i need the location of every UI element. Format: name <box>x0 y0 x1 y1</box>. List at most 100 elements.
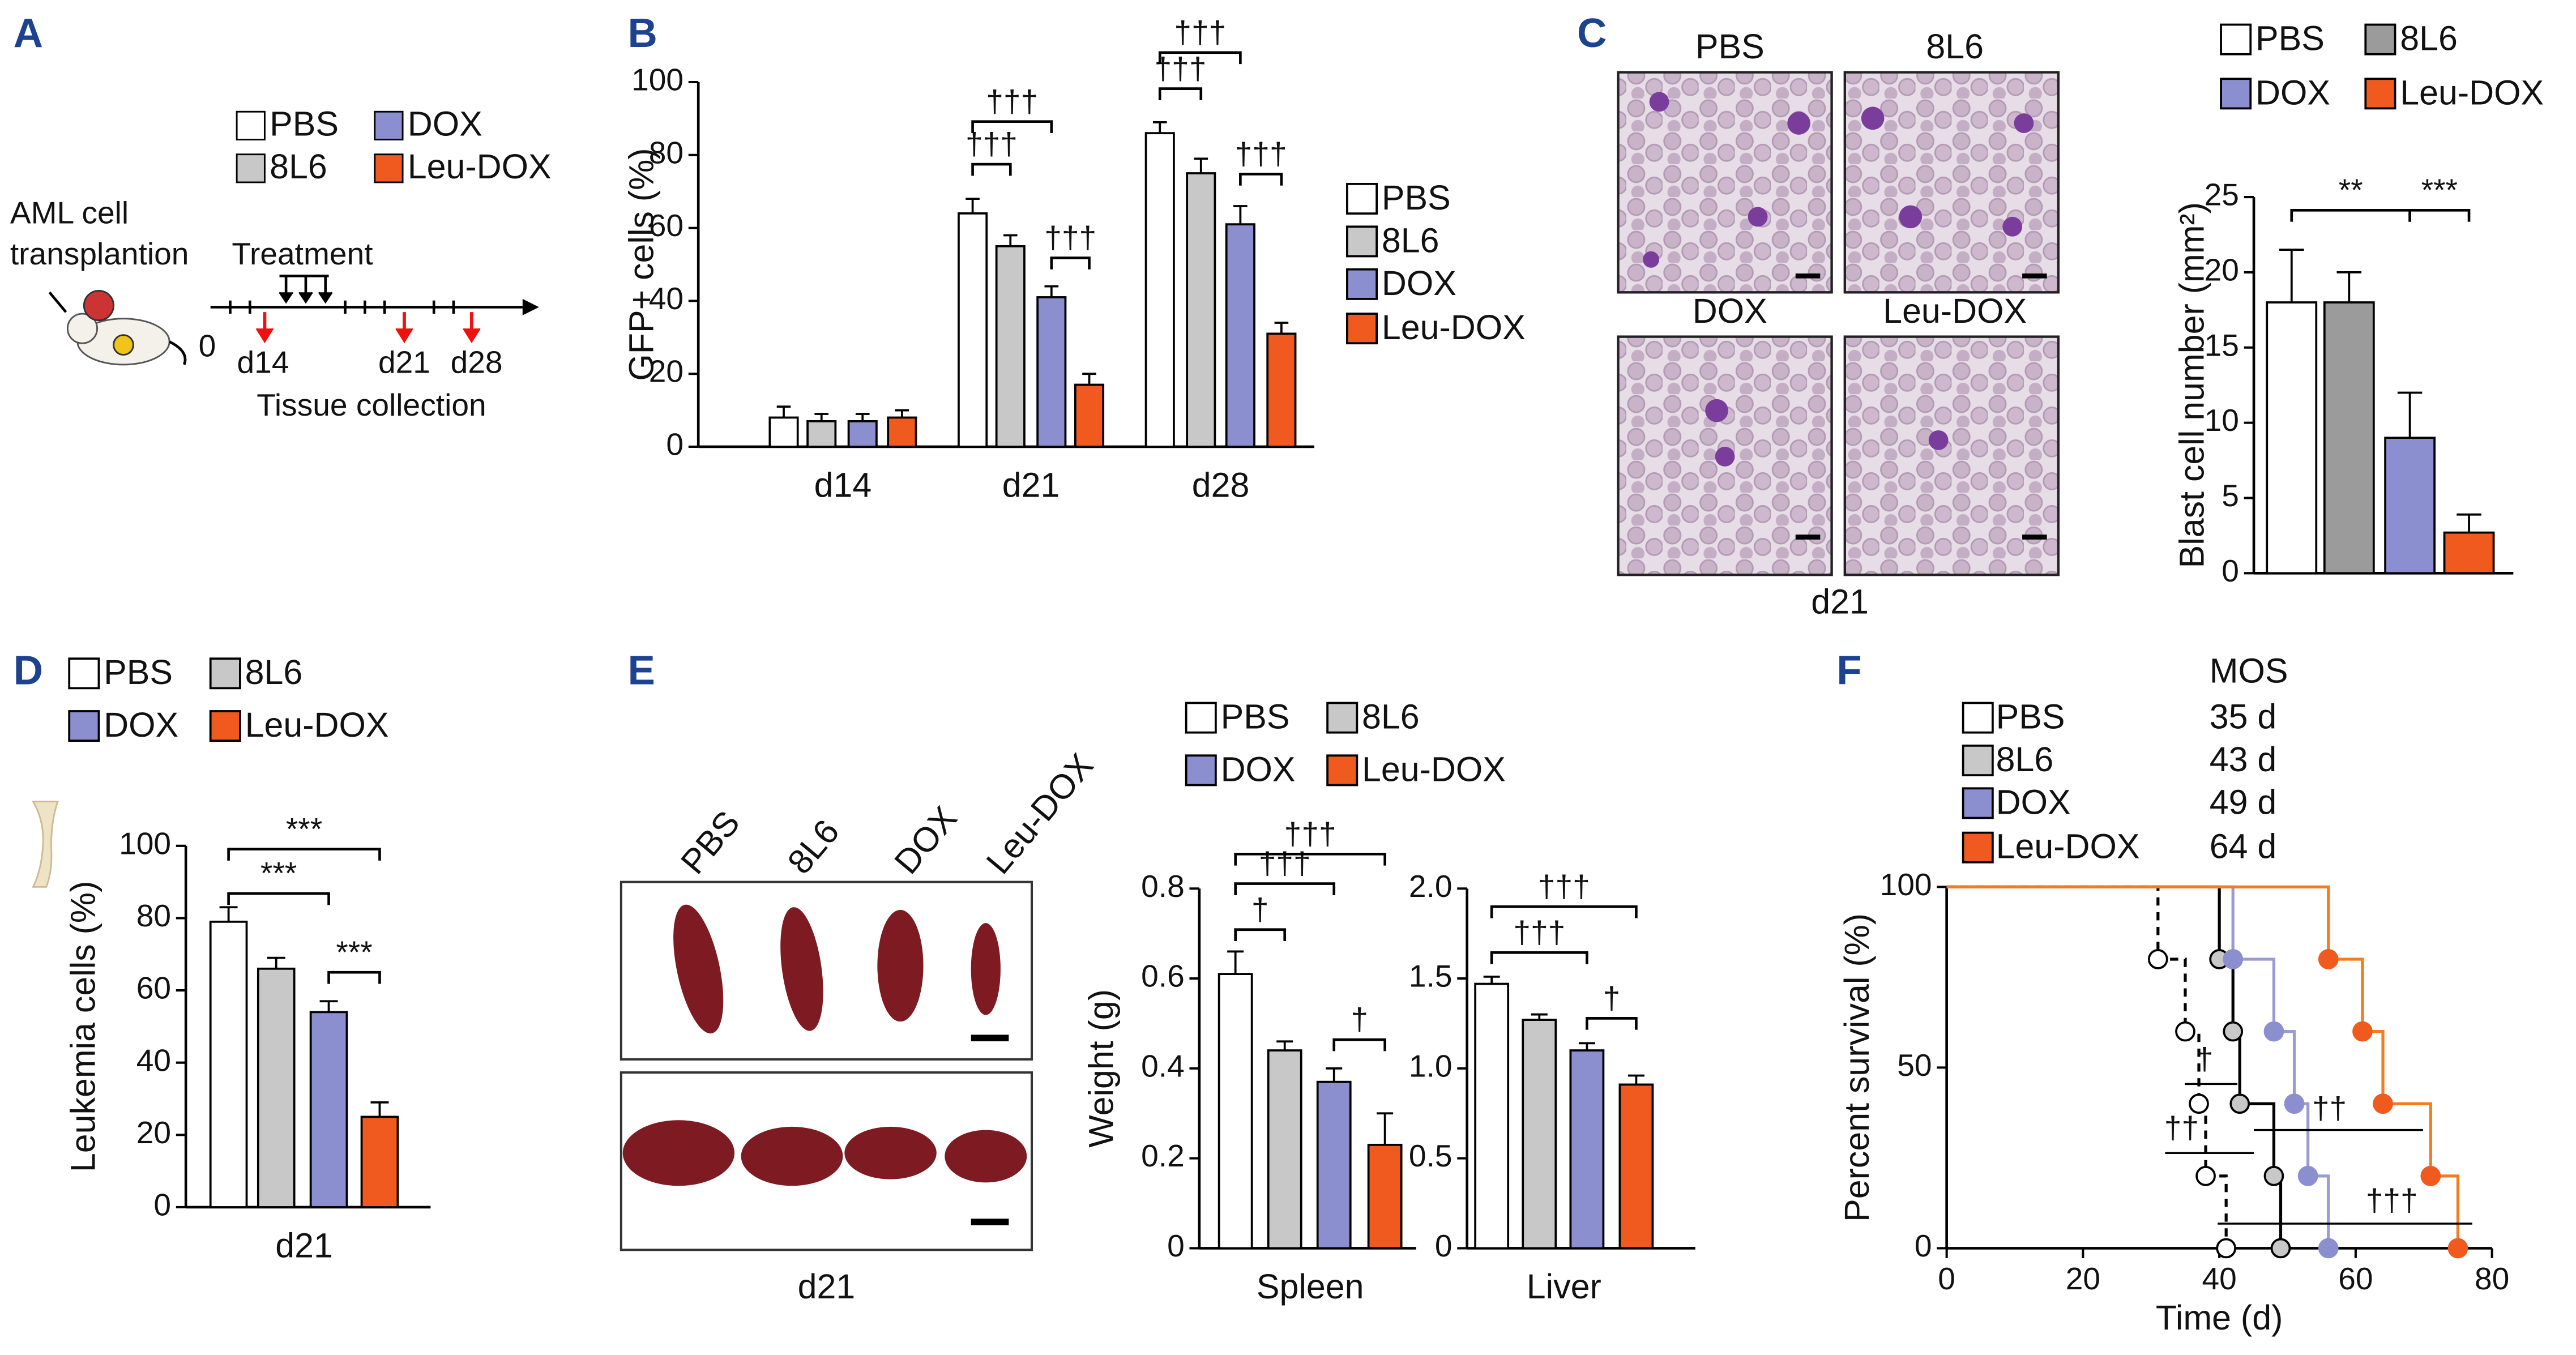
error-bar <box>2397 391 2423 438</box>
legend-swatch <box>1962 702 1994 734</box>
bone-icon <box>31 801 59 888</box>
y-tick-label: 0 <box>2222 553 2239 588</box>
bar <box>1522 1019 1557 1250</box>
bar <box>995 245 1026 448</box>
legend-swatch <box>1962 787 1994 819</box>
error-bar <box>1578 1042 1595 1051</box>
significance-label: ††† <box>1538 869 1590 904</box>
legend-label: Leu-DOX <box>2400 73 2544 112</box>
timeline-label: d21 <box>378 344 430 379</box>
legend-label: DOX <box>2255 73 2330 112</box>
legend-label: Leu-DOX <box>1362 750 1506 788</box>
bar <box>209 920 248 1208</box>
mos-label: 43 d <box>2210 740 2277 779</box>
x-tick-label: 20 <box>2066 1261 2100 1296</box>
image-label: 8L6 <box>1926 27 1984 66</box>
significance-label: ††† <box>1235 136 1287 171</box>
error-bar <box>1003 234 1018 246</box>
bar <box>1316 1080 1352 1250</box>
significance-label: *** <box>336 934 372 969</box>
error-bar <box>2336 271 2362 303</box>
significance-bracket <box>1050 257 1091 270</box>
error-bar <box>1531 1013 1548 1020</box>
y-tick-label: 100 <box>631 62 683 97</box>
legend-swatch <box>209 657 241 690</box>
legend-swatch <box>2220 78 2252 110</box>
y-tick-label: 15 <box>2205 327 2239 362</box>
significance-bracket <box>227 848 381 861</box>
legend-swatch <box>236 153 266 183</box>
significance-label: ††† <box>1513 914 1565 950</box>
significance-label: ††† <box>1259 845 1311 880</box>
significance-bracket <box>1490 905 1638 918</box>
x-tick-label: 80 <box>2475 1261 2509 1296</box>
y-tick-label: 60 <box>649 208 683 243</box>
significance-bracket <box>971 120 1053 133</box>
mos-label: 64 d <box>2210 827 2277 866</box>
panel-label: E <box>627 647 655 693</box>
bar <box>1367 1143 1403 1250</box>
bar <box>1186 172 1216 448</box>
survival-point <box>2352 1021 2373 1042</box>
image-label: Leu-DOX <box>1883 292 2027 330</box>
x-axis-label: Time (d) <box>2156 1298 2283 1337</box>
y-tick-label: 5 <box>2222 478 2239 513</box>
significance-label: † <box>1251 891 1269 926</box>
error-bar <box>776 405 791 418</box>
y-tick-label: 20 <box>649 354 683 389</box>
legend-label: 8L6 <box>270 147 327 186</box>
legend-swatch <box>1326 702 1359 734</box>
bar <box>1474 982 1510 1250</box>
y-tick-label: 1.5 <box>1409 959 1453 994</box>
error-bar <box>895 409 909 418</box>
significance-label: † <box>2196 1041 2214 1076</box>
x-tick-label: Spleen <box>1257 1267 1364 1306</box>
mos-label: 49 d <box>2210 783 2277 821</box>
survival-point <box>2284 1093 2305 1114</box>
survival-point <box>2420 1165 2441 1186</box>
y-axis-label: Percent survival (%) <box>1838 913 1876 1222</box>
legend-swatch <box>209 710 241 742</box>
y-tick-label: 2.0 <box>1409 869 1453 904</box>
schematic-text: Tissue collection <box>257 387 486 422</box>
legend-swatch <box>1346 268 1378 300</box>
legend-swatch <box>1185 754 1217 787</box>
schematic-text: transplantion <box>10 236 189 271</box>
x-tick-label: Liver <box>1527 1267 1601 1306</box>
legend-swatch <box>1346 182 1378 215</box>
bar <box>847 420 878 448</box>
x-tick-label: d14 <box>814 466 872 505</box>
legend-label: DOX <box>1996 783 2071 821</box>
error-bar <box>1483 975 1500 984</box>
significance-label: *** <box>2421 172 2458 207</box>
panel-label: F <box>1836 647 1861 693</box>
mouse-icon <box>48 289 187 366</box>
x-tick-label: d28 <box>1192 466 1250 505</box>
image-label: DOX <box>887 799 964 881</box>
legend-swatch <box>1346 225 1378 258</box>
significance-bracket <box>1158 87 1203 100</box>
y-tick-label: 40 <box>136 1042 171 1078</box>
y-tick-label: 80 <box>136 898 171 933</box>
y-tick-label: 50 <box>1897 1048 1932 1083</box>
significance-label: *** <box>260 856 297 891</box>
significance-bracket <box>1234 882 1336 895</box>
image-label: PBS <box>673 803 747 881</box>
significance-label: ††† <box>1174 14 1226 49</box>
survival-point <box>2263 1021 2284 1042</box>
bar <box>1267 1049 1302 1250</box>
organ-photos: PBS 8L6 DOX Leu-DOX d21 <box>620 746 1101 1306</box>
significance-label: ** <box>2339 172 2363 207</box>
y-axis-label: Blast cell number (mm²) <box>2173 202 2211 568</box>
y-tick-label: 100 <box>119 826 171 861</box>
y-tick-label: 80 <box>649 135 683 170</box>
significance-bracket <box>227 892 330 905</box>
survival-point <box>2189 1093 2209 1114</box>
image-label: Leu-DOX <box>979 746 1100 881</box>
y-tick-label: 0.6 <box>1141 959 1185 994</box>
survival-point <box>2147 949 2168 969</box>
error-bar <box>219 906 238 922</box>
error-bar <box>1326 1067 1343 1082</box>
legend-swatch <box>1962 831 1994 864</box>
